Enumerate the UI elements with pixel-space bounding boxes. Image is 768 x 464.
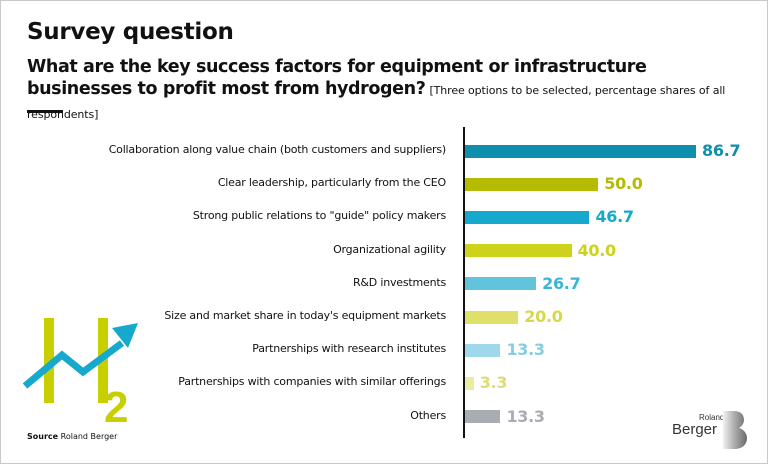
value-label: 26.7 xyxy=(542,273,581,293)
brand-large-text: Berger xyxy=(672,421,718,438)
bar xyxy=(465,177,599,191)
category-label: Clear leadership, particularly from the … xyxy=(217,176,446,190)
value-label: 50.0 xyxy=(604,174,643,194)
title-rule xyxy=(27,110,63,113)
bar xyxy=(465,376,474,390)
bar xyxy=(465,343,501,357)
value-label: 86.7 xyxy=(702,141,741,160)
category-label: Others xyxy=(410,408,446,422)
value-label: 13.3 xyxy=(506,340,545,360)
value-label: 40.0 xyxy=(577,240,617,260)
question-text: What are the key success factors for equ… xyxy=(27,57,647,99)
source-value: Roland Berger xyxy=(60,432,118,441)
value-label: 20.0 xyxy=(524,307,563,326)
category-label: Organizational agility xyxy=(333,242,446,256)
category-label: Strong public relations to "guide" polic… xyxy=(192,209,446,223)
bar xyxy=(465,244,572,258)
value-label: 13.3 xyxy=(506,406,545,426)
h2-left-stem xyxy=(44,318,54,403)
bar xyxy=(465,410,501,424)
category-label: R&D investments xyxy=(352,275,446,289)
bar xyxy=(465,277,537,291)
y-axis-line xyxy=(463,127,465,438)
category-label: Collaboration along value chain (both cu… xyxy=(108,143,447,156)
category-label: Partnerships with research institutes xyxy=(252,342,446,356)
value-label: 46.7 xyxy=(595,207,634,227)
bar xyxy=(465,144,697,158)
h2-subscript: 2 xyxy=(104,383,128,427)
brand-small-text: Roland xyxy=(699,413,725,422)
bar xyxy=(465,310,519,324)
page-title: Survey question xyxy=(27,19,234,45)
category-label: Partnerships with companies with similar… xyxy=(178,375,446,389)
value-label: 3.3 xyxy=(479,373,508,393)
source-note: Source Roland Berger xyxy=(27,432,117,441)
chart-question: What are the key success factors for equ… xyxy=(27,56,747,126)
hydrogen-h2-icon: 2 xyxy=(22,318,138,427)
bar xyxy=(465,210,590,224)
h2-trend-arrow-head xyxy=(112,323,138,348)
category-label: Size and market share in today's equipme… xyxy=(164,309,446,322)
source-label: Source xyxy=(27,432,59,441)
h2-trend-arrow-line xyxy=(22,340,125,389)
brand-b-mark-icon xyxy=(723,411,747,449)
